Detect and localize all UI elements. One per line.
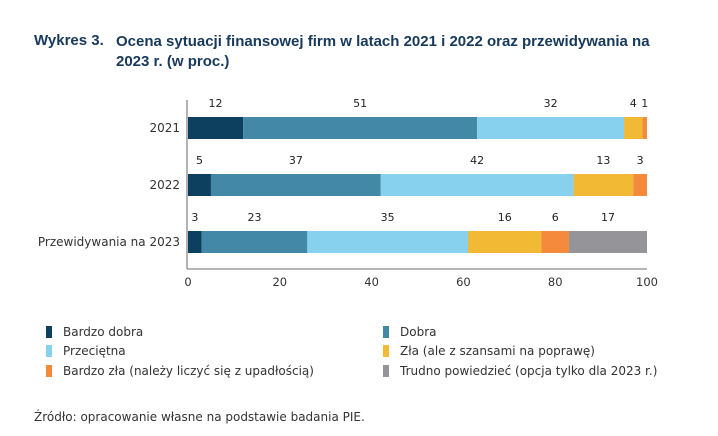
- value-label: 4: [630, 97, 637, 110]
- source-note: Źródło: opracowanie własne na podstawie …: [34, 410, 365, 424]
- bar-segment: [573, 174, 634, 196]
- legend-label: Bardzo zła (należy liczyć się z upadłośc…: [63, 364, 314, 378]
- chart-title: Ocena sytuacji finansowej firm w latach …: [116, 33, 650, 70]
- legend-label: Trudno powiedzieć (opcja tylko dla 2023 …: [400, 364, 658, 378]
- value-label: 12: [209, 97, 223, 110]
- x-tick-label: 100: [636, 275, 658, 289]
- value-label: 23: [248, 211, 262, 224]
- legend-swatch: [383, 365, 389, 377]
- legend-item: Bardzo dobra: [46, 323, 143, 341]
- value-label: 6: [552, 211, 559, 224]
- bar-segment: [624, 117, 643, 139]
- category-label: 2022: [149, 178, 180, 192]
- bar-segment: [201, 231, 308, 253]
- value-label: 51: [353, 97, 367, 110]
- legend-label: Zła (ale z szansami na poprawę): [400, 344, 595, 358]
- legend-item: Trudno powiedzieć (opcja tylko dla 2023 …: [383, 362, 657, 380]
- bar-segment: [307, 231, 468, 253]
- legend-item: Przeciętna: [46, 342, 126, 360]
- legend-label: Dobra: [400, 325, 437, 339]
- legend-swatch: [46, 345, 52, 357]
- legend-swatch: [46, 365, 52, 377]
- bar-segment: [243, 117, 478, 139]
- bar-segment: [541, 231, 569, 253]
- legend-label: Przeciętna: [63, 344, 126, 358]
- legend-item: Bardzo zła (należy liczyć się z upadłośc…: [46, 362, 314, 380]
- value-label: 42: [470, 154, 484, 167]
- category-label: Przewidywania na 2023: [38, 235, 180, 249]
- stacked-bar-chart: 12 51 32 4 1 5 37 42 13 3 3 23 35 16 6 17 2021 2022 Przew…: [38, 97, 658, 289]
- bar-segment: [380, 174, 574, 196]
- legend-swatch: [46, 326, 52, 338]
- x-tick-label: 60: [456, 275, 471, 289]
- bar-segment: [188, 117, 244, 139]
- bar-segment: [568, 231, 647, 253]
- bar-segment: [477, 117, 625, 139]
- category-label: 2021: [149, 121, 180, 135]
- bar-segment: [188, 231, 202, 253]
- bar-segment: [633, 174, 647, 196]
- value-label: 13: [596, 154, 610, 167]
- value-label: 3: [637, 154, 644, 167]
- value-label: 5: [196, 154, 203, 167]
- bar-segment: [188, 174, 211, 196]
- legend-item: Zła (ale z szansami na poprawę): [383, 342, 595, 360]
- bar-segment: [642, 117, 647, 139]
- x-tick-label: 80: [548, 275, 563, 289]
- x-tick-label: 0: [184, 275, 191, 289]
- bar-segment: [467, 231, 542, 253]
- chart-number: Wykres 3.: [34, 32, 104, 49]
- legend-swatch: [383, 345, 389, 357]
- x-tick-label: 20: [272, 275, 287, 289]
- value-label: 32: [544, 97, 558, 110]
- value-label: 17: [601, 211, 615, 224]
- value-label: 35: [381, 211, 395, 224]
- legend-label: Bardzo dobra: [63, 325, 144, 339]
- value-label: 3: [191, 211, 198, 224]
- x-tick-label: 40: [364, 275, 379, 289]
- legend-swatch: [383, 326, 389, 338]
- legend-item: Dobra: [383, 323, 437, 341]
- value-label: 37: [289, 154, 303, 167]
- value-label: 1: [641, 97, 648, 110]
- value-label: 16: [498, 211, 512, 224]
- bar-segment: [210, 174, 381, 196]
